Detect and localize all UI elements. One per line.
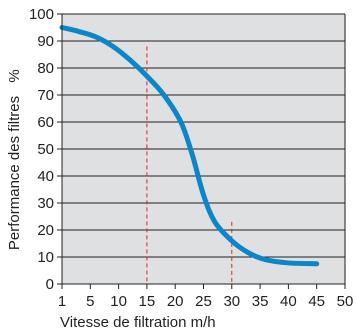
y-axis-title: Performance des filtres [6, 96, 23, 250]
y-tick-label-100: 100 [29, 6, 54, 23]
reference-lines [146, 46, 233, 284]
y-tick-label-80: 80 [37, 60, 54, 77]
y-axis-ticks: 0 10 20 30 40 50 60 70 80 90 100 [29, 6, 62, 293]
x-tick-label-40: 40 [280, 293, 297, 310]
x-tick-label-1: 1 [58, 293, 66, 310]
y-tick-label-30: 30 [37, 195, 54, 212]
x-tick-label-30: 30 [223, 293, 240, 310]
x-tick-label-5: 5 [86, 293, 94, 310]
x-axis-title: Vitesse de filtration m/h [60, 314, 216, 331]
y-tick-label-40: 40 [37, 168, 54, 185]
x-tick-label-10: 10 [110, 293, 127, 310]
performance-curve [59, 25, 320, 267]
y-tick-label-10: 10 [37, 249, 54, 266]
y-tick-label-60: 60 [37, 114, 54, 131]
y-axis-unit: % [6, 69, 23, 82]
x-tick-label-15: 15 [139, 293, 156, 310]
x-tick-label-25: 25 [195, 293, 212, 310]
y-tick-label-20: 20 [37, 222, 54, 239]
y-tick-label-90: 90 [37, 33, 54, 50]
y-tick-label-70: 70 [37, 87, 54, 104]
x-tick-label-35: 35 [252, 293, 269, 310]
grid-lines [62, 13, 346, 284]
x-tick-label-45: 45 [308, 293, 325, 310]
y-tick-label-0: 0 [46, 276, 54, 293]
x-tick-label-50: 50 [337, 293, 354, 310]
y-tick-label-50: 50 [37, 141, 54, 158]
x-tick-label-20: 20 [167, 293, 184, 310]
x-axis-ticks: 1 5 10 15 20 25 30 35 40 45 50 [58, 284, 354, 310]
